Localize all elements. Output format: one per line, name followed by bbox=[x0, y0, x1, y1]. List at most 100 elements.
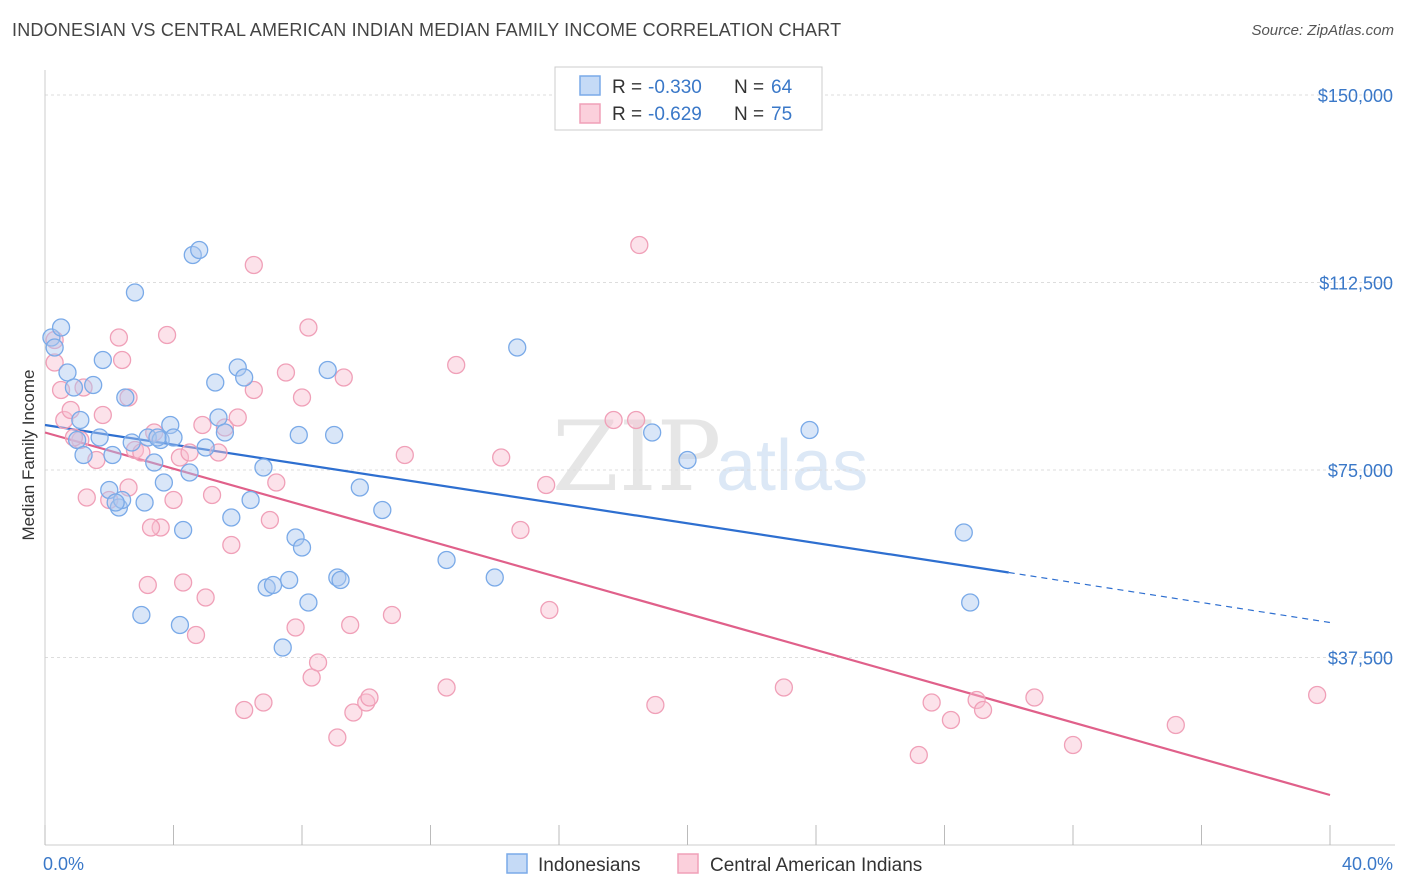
legend-r-value-1: -0.330 bbox=[648, 77, 702, 98]
indonesian-point bbox=[373, 500, 392, 520]
indonesian-point bbox=[643, 423, 662, 442]
bottom-legend-central-american-indians: Central American Indians bbox=[710, 855, 922, 876]
indonesian-point bbox=[222, 508, 241, 527]
indonesian-point bbox=[148, 428, 167, 447]
central-american-indian-point bbox=[941, 710, 961, 730]
central-american-indian-point bbox=[244, 380, 263, 400]
central-american-indian-point bbox=[1025, 688, 1044, 707]
central-american-indian-point bbox=[55, 410, 74, 430]
stats-legend: R = -0.330 N = 64 R = -0.629 N = 75 bbox=[554, 66, 823, 131]
y-axis-title: Median Family Income bbox=[19, 369, 38, 540]
central-american-indian-point bbox=[774, 678, 794, 697]
central-american-indian-point bbox=[186, 625, 206, 645]
central-american-indian-point bbox=[157, 325, 177, 345]
indonesian-point bbox=[164, 428, 183, 447]
central-american-indian-point bbox=[173, 573, 193, 592]
indonesian-point bbox=[71, 410, 90, 430]
central-american-indian-point bbox=[334, 368, 353, 387]
indonesian-point bbox=[154, 473, 174, 492]
indonesian-point bbox=[196, 438, 215, 457]
central-american-indian-point bbox=[344, 703, 363, 722]
central-american-indian-point bbox=[77, 488, 96, 507]
central-american-indian-point bbox=[540, 600, 559, 620]
central-american-indian-point bbox=[170, 448, 190, 467]
chart-source: Source: ZipAtlas.com bbox=[1251, 22, 1394, 39]
y-tick-label: $150,000 bbox=[1318, 86, 1393, 106]
central-american-indian-point bbox=[164, 490, 183, 510]
central-american-indian-point bbox=[646, 695, 665, 715]
indonesian-point bbox=[125, 283, 145, 302]
y-tick-label: $112,500 bbox=[1319, 274, 1393, 294]
indonesian-point bbox=[279, 570, 299, 590]
bottom-legend-swatch-central-american-indians bbox=[677, 853, 699, 874]
central-american-indian-point bbox=[244, 255, 263, 275]
central-american-indian-point bbox=[341, 615, 360, 635]
central-american-indian-point bbox=[202, 485, 222, 505]
central-american-indian-point bbox=[973, 700, 993, 720]
central-american-indian-point bbox=[511, 520, 530, 540]
central-american-indian-point bbox=[967, 690, 986, 710]
legend-r-label-2: R = bbox=[612, 104, 642, 125]
x-tick-label: 40.0% bbox=[1342, 854, 1393, 874]
indonesian-point bbox=[145, 453, 164, 472]
indonesian-point bbox=[954, 523, 973, 542]
indonesians-trend-extension bbox=[1008, 571, 1331, 624]
indonesians-trend-line bbox=[44, 423, 1009, 574]
central-american-indian-point bbox=[604, 410, 623, 430]
central-american-indian-point bbox=[196, 588, 215, 607]
central-american-indian-point bbox=[193, 415, 212, 435]
central-american-indian-point bbox=[276, 363, 296, 382]
central-american-indian-point bbox=[215, 418, 235, 437]
central-american-indian-point bbox=[357, 693, 376, 712]
indonesian-point bbox=[74, 445, 93, 465]
central-american-indian-point bbox=[437, 678, 456, 697]
legend-n-value-2: 75 bbox=[771, 104, 792, 125]
indonesian-point bbox=[84, 375, 103, 395]
central-american-indian-point bbox=[235, 700, 254, 720]
central-american-indian-point bbox=[151, 518, 170, 537]
central-american-indian-point bbox=[308, 653, 328, 672]
indonesian-point bbox=[263, 575, 283, 595]
indonesian-point bbox=[106, 493, 125, 512]
indonesian-point bbox=[122, 433, 141, 452]
central-american-indian-point bbox=[299, 318, 318, 337]
legend-r-value-2: -0.629 bbox=[648, 104, 702, 125]
indonesian-point bbox=[318, 360, 337, 380]
indonesian-point bbox=[235, 368, 254, 387]
indonesian-point bbox=[103, 445, 122, 465]
y-tick-label: $37,500 bbox=[1328, 649, 1393, 669]
indonesian-point bbox=[64, 378, 84, 397]
indonesian-point bbox=[331, 570, 350, 590]
indonesian-point bbox=[173, 520, 193, 540]
legend-n-value-1: 64 bbox=[771, 77, 793, 98]
indonesian-point bbox=[350, 478, 369, 497]
central-american-indian-point bbox=[267, 473, 286, 492]
central-american-indian-point bbox=[360, 688, 379, 707]
central-american-indian-point bbox=[254, 693, 273, 712]
indonesian-point bbox=[485, 568, 504, 587]
watermark-atlas: atlas bbox=[716, 426, 868, 506]
indonesian-point bbox=[116, 388, 135, 407]
indonesian-point bbox=[292, 538, 312, 557]
indonesian-point bbox=[273, 638, 292, 657]
watermark-zip: ZIP bbox=[552, 401, 721, 513]
central-american-indian-point bbox=[64, 428, 84, 447]
axes bbox=[44, 70, 1395, 846]
indonesian-point bbox=[51, 318, 71, 337]
central-american-indian-point bbox=[626, 410, 646, 430]
indonesian-point bbox=[289, 425, 308, 445]
central-american-indian-point bbox=[1063, 735, 1083, 755]
indonesian-point bbox=[437, 550, 456, 570]
central-american-indian-point bbox=[1166, 715, 1185, 735]
indonesian-point bbox=[228, 358, 247, 377]
indonesian-point bbox=[90, 428, 109, 447]
y-tick-labels: $150,000 $112,500 $75,000 $37,500 bbox=[1318, 86, 1393, 669]
indonesian-point bbox=[135, 493, 154, 512]
indonesian-point bbox=[800, 420, 819, 440]
indonesian-point bbox=[961, 593, 980, 612]
legend-n-label-1: N = bbox=[734, 77, 764, 98]
central-american-indian-point bbox=[112, 350, 132, 370]
data-points bbox=[42, 235, 1327, 765]
central-american-indian-point bbox=[382, 605, 402, 625]
